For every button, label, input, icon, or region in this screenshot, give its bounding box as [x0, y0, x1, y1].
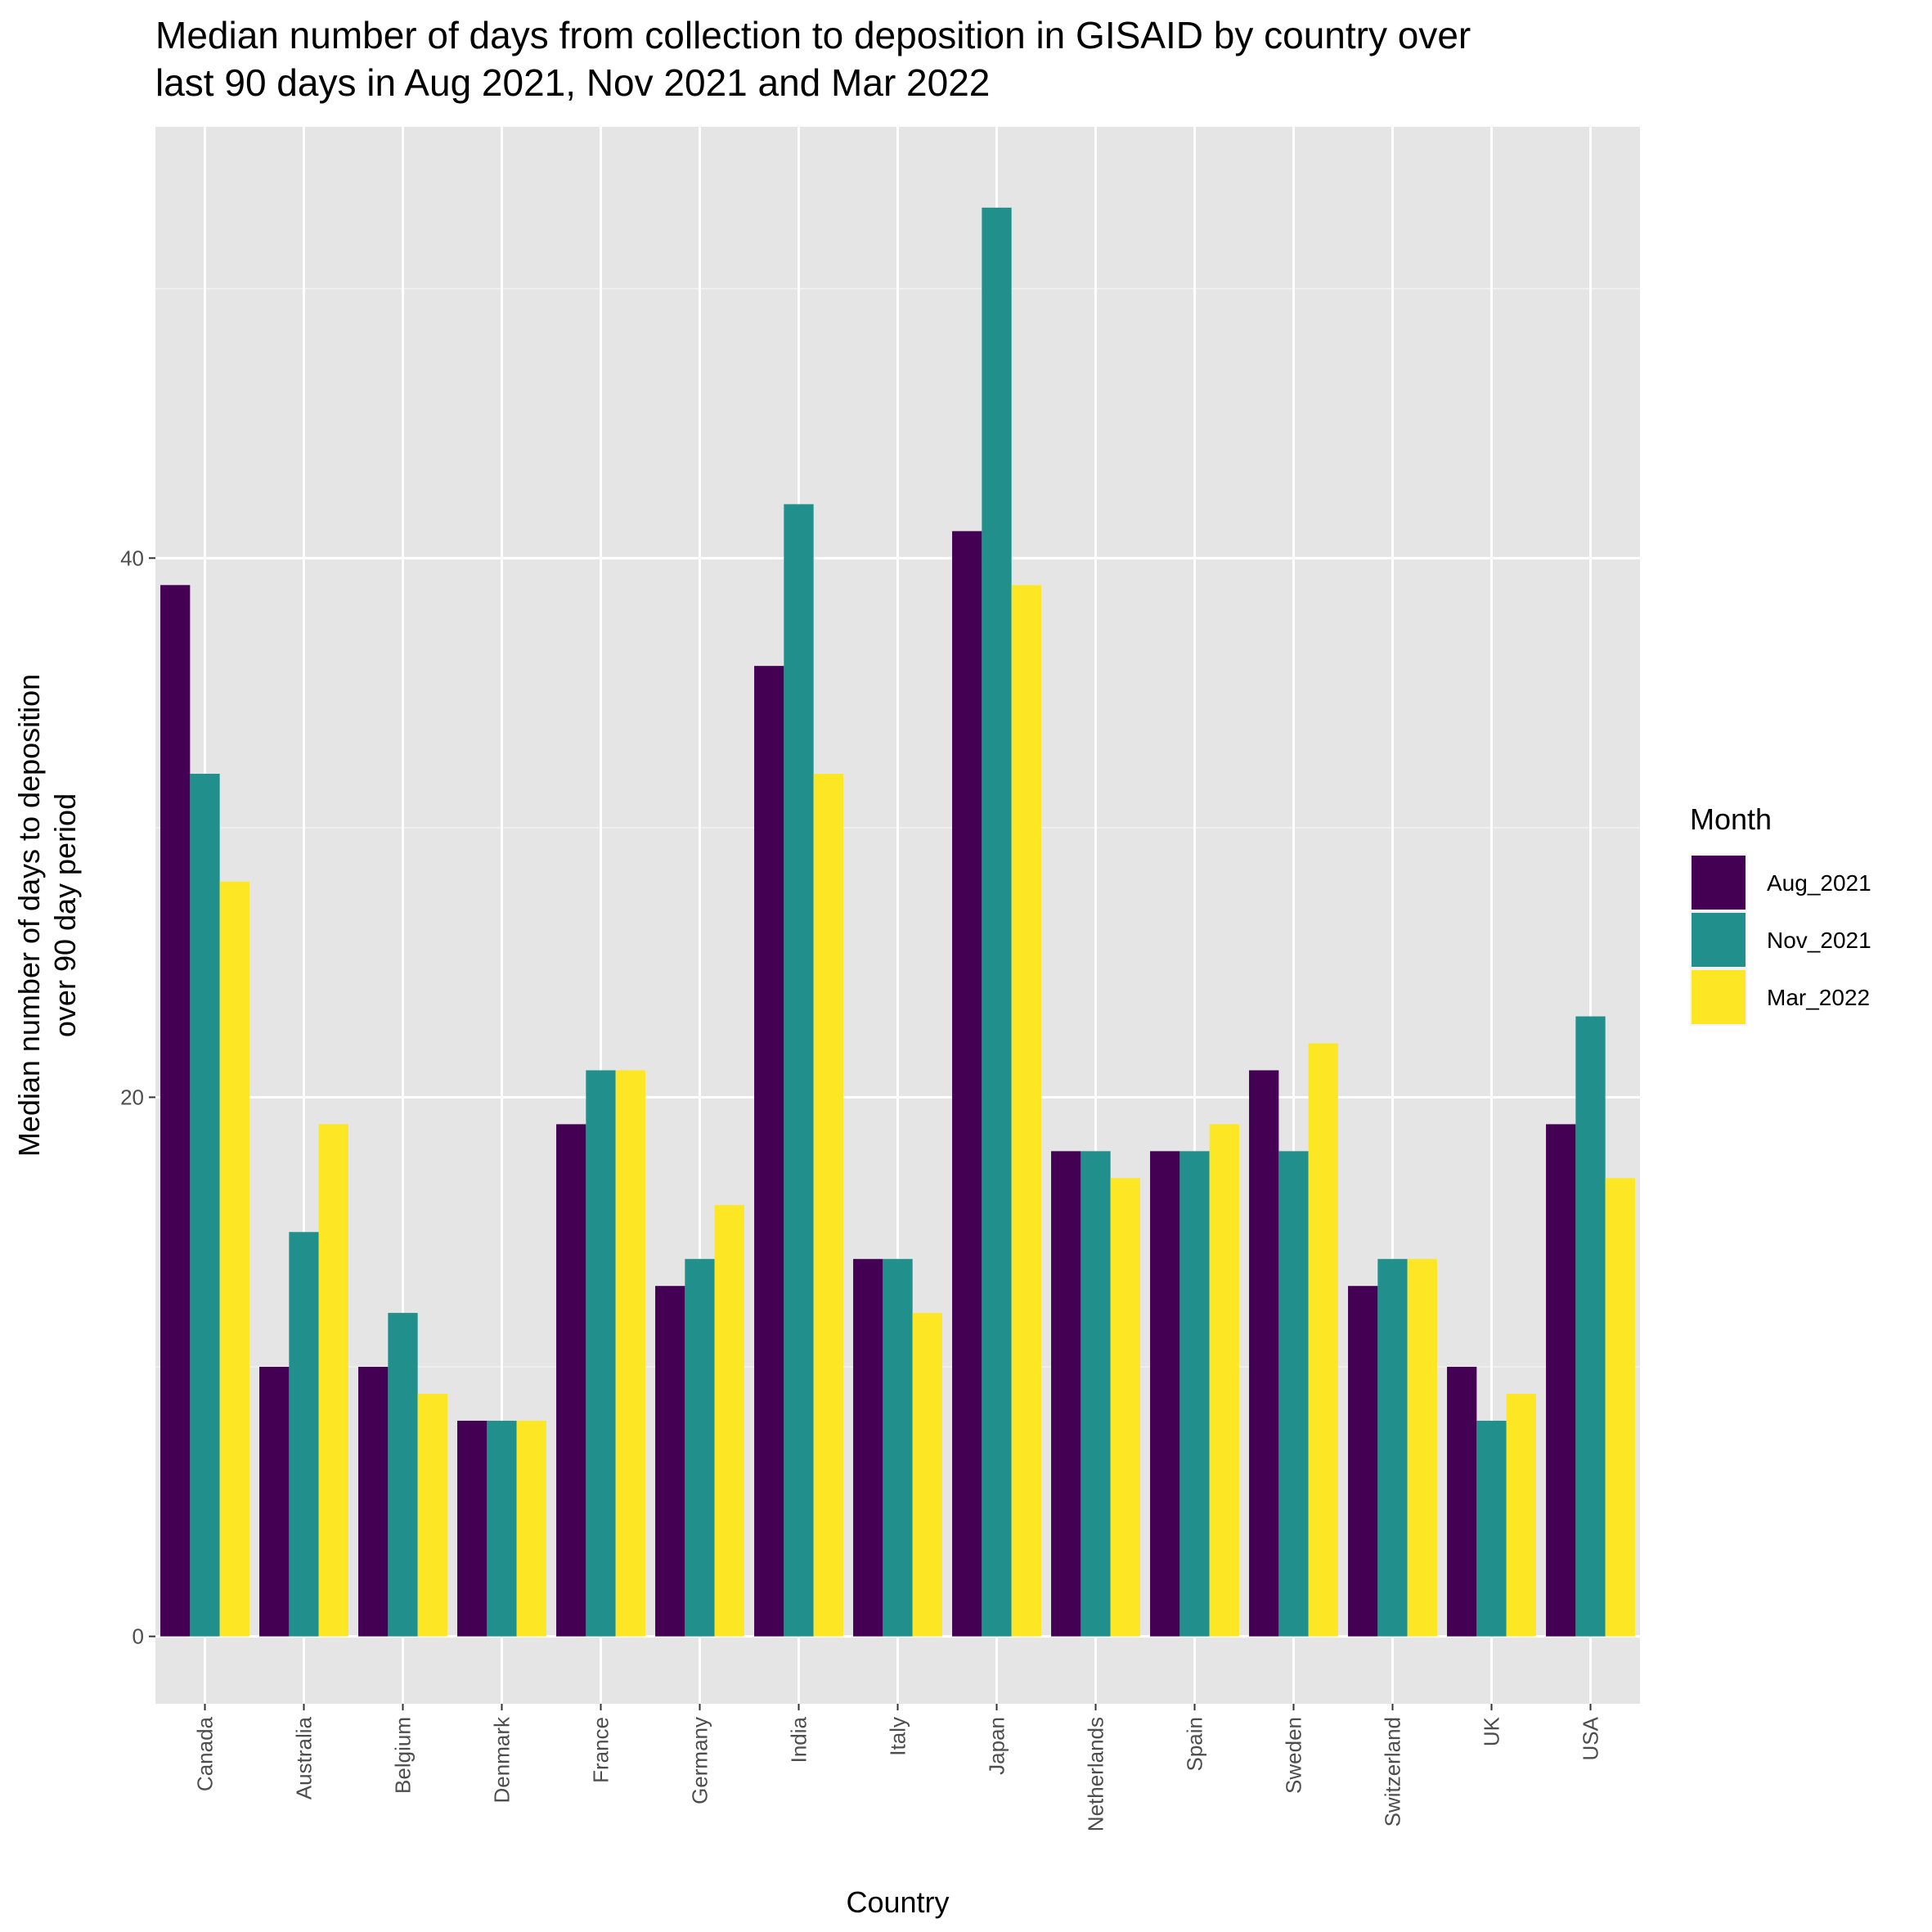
bar-mar-2022-india [813, 773, 843, 1637]
bar-mar-2022-italy [912, 1313, 942, 1637]
bar-mar-2022-australia [318, 1124, 348, 1637]
bar-nov-2021-india [784, 504, 814, 1637]
x-tick-label: Spain [1183, 1717, 1207, 1772]
bar-nov-2021-germany [685, 1259, 715, 1637]
x-tick-label: Denmark [490, 1716, 514, 1803]
bar-mar-2022-netherlands [1110, 1178, 1140, 1637]
bar-mar-2022-denmark [516, 1420, 546, 1637]
bar-nov-2021-usa [1575, 1016, 1606, 1637]
y-tick-label: 40 [120, 546, 144, 570]
bar-nov-2021-sweden [1278, 1151, 1309, 1637]
x-tick-label: France [589, 1717, 613, 1783]
legend-label: Nov_2021 [1767, 928, 1871, 953]
bars [160, 207, 1635, 1637]
chart-title: Median number of days from collection to… [155, 14, 1471, 104]
bar-aug-2021-japan [952, 531, 982, 1637]
bar-nov-2021-switzerland [1377, 1259, 1408, 1637]
x-axis: Canada Australia Belgium Denmark France Germa… [193, 1704, 1603, 1831]
legend-swatch-aug-2021 [1692, 856, 1746, 910]
y-axis-title-line: over 90 day period [48, 793, 82, 1037]
bar-nov-2021-netherlands [1081, 1151, 1111, 1637]
bar-mar-2022-spain [1209, 1124, 1239, 1637]
bar-aug-2021-belgium [358, 1367, 389, 1637]
bar-aug-2021-netherlands [1051, 1151, 1081, 1637]
bar-mar-2022-germany [714, 1205, 744, 1637]
legend-swatch-mar-2022 [1692, 970, 1746, 1024]
bar-nov-2021-france [586, 1070, 616, 1637]
x-tick-label: Australia [292, 1716, 317, 1799]
legend-label: Mar_2022 [1767, 985, 1870, 1010]
x-axis-title: Country [846, 1885, 949, 1919]
x-tick-label: Belgium [391, 1717, 416, 1794]
bar-mar-2022-japan [1011, 585, 1041, 1637]
x-tick-label: Sweden [1282, 1717, 1306, 1794]
bar-nov-2021-uk [1476, 1420, 1507, 1637]
x-tick-label: Italy [886, 1717, 910, 1756]
bar-nov-2021-belgium [388, 1313, 418, 1637]
bar-aug-2021-germany [655, 1286, 685, 1637]
legend-swatch-nov-2021 [1692, 913, 1746, 967]
x-tick-label: USA [1579, 1716, 1603, 1760]
bar-aug-2021-france [556, 1124, 586, 1637]
bar-aug-2021-denmark [457, 1420, 487, 1637]
x-tick-label: Netherlands [1084, 1717, 1108, 1831]
legend: Month Aug_2021 Nov_2021 Mar_2022 [1690, 802, 1871, 1026]
y-axis-title-line: Median number of days to deposition [12, 674, 46, 1157]
bar-mar-2022-france [615, 1070, 645, 1637]
bar-aug-2021-australia [259, 1367, 290, 1637]
y-tick-label: 0 [133, 1624, 144, 1649]
bar-mar-2022-belgium [417, 1393, 447, 1637]
bar-mar-2022-uk [1506, 1393, 1536, 1637]
bar-mar-2022-switzerland [1407, 1259, 1437, 1637]
x-tick-label: Canada [193, 1716, 218, 1791]
bar-aug-2021-canada [160, 585, 191, 1637]
bar-mar-2022-canada [219, 881, 249, 1637]
y-axis-title: Median number of days to depositionover … [12, 674, 82, 1157]
bar-aug-2021-sweden [1249, 1070, 1279, 1637]
bar-mar-2022-sweden [1308, 1043, 1338, 1637]
bar-aug-2021-italy [853, 1259, 883, 1637]
y-tick-label: 20 [120, 1085, 144, 1109]
x-tick-label: Switzerland [1381, 1717, 1405, 1826]
legend-title: Month [1690, 802, 1772, 836]
bar-nov-2021-japan [982, 207, 1012, 1637]
x-tick-label: Japan [985, 1717, 1009, 1775]
bar-aug-2021-switzerland [1348, 1286, 1378, 1637]
bar-nov-2021-australia [289, 1232, 319, 1637]
bar-nov-2021-denmark [487, 1420, 517, 1637]
x-tick-label: Germany [688, 1717, 712, 1804]
bar-aug-2021-india [754, 666, 784, 1637]
bar-aug-2021-spain [1150, 1151, 1180, 1637]
bar-nov-2021-spain [1179, 1151, 1210, 1637]
x-tick-label: UK [1480, 1716, 1504, 1746]
bar-aug-2021-usa [1546, 1124, 1576, 1637]
bar-aug-2021-uk [1447, 1367, 1477, 1637]
x-tick-label: India [787, 1716, 811, 1763]
bar-nov-2021-canada [190, 773, 220, 1637]
legend-label: Aug_2021 [1767, 870, 1871, 896]
y-axis: 0 20 40 [120, 546, 155, 1649]
bar-nov-2021-italy [883, 1259, 913, 1637]
bar-mar-2022-usa [1605, 1178, 1635, 1637]
